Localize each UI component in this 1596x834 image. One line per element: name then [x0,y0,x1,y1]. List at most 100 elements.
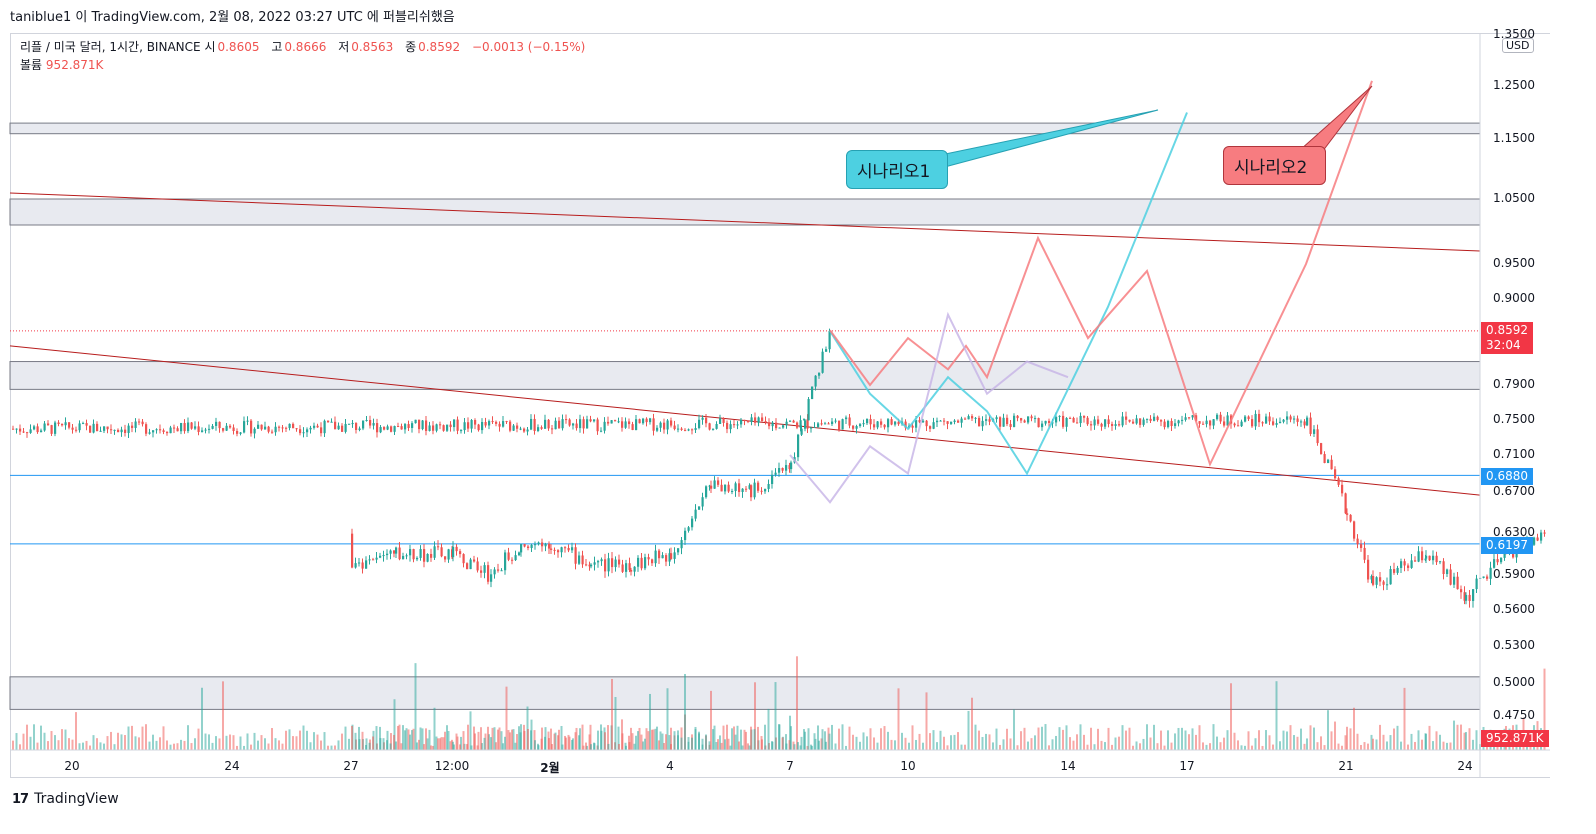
volume-bar [1323,745,1326,750]
candle-body [68,422,71,428]
candle-body [474,420,477,425]
candle-body [537,427,540,432]
candle-body [330,421,333,423]
candle-body [453,419,456,428]
volume-bar [1002,739,1005,750]
volume-bar [1097,728,1099,750]
candle-body [187,422,190,432]
volume-bar [495,742,497,750]
candle-body [633,566,636,572]
volume-bar [1468,728,1471,750]
candle-body [625,563,628,572]
candle-body [807,399,810,421]
volume-bar [1375,739,1378,750]
volume-bar [1286,731,1288,750]
candle-body [1009,424,1012,427]
candle-body [750,485,753,498]
candle-body [368,559,371,561]
candle-body [887,419,890,428]
candle-body [792,420,795,423]
candle-body [1146,418,1149,420]
candle-body [386,553,389,556]
scenario2-callout[interactable]: 시나리오2 [1223,146,1326,185]
currency-button[interactable]: USD [1502,38,1534,53]
candle-body [1212,419,1215,426]
volume-bar [504,736,506,750]
volume-bar [78,743,81,750]
volume-bar [1058,727,1061,750]
volume-bar [82,742,84,750]
volume-bar [473,726,475,750]
scenario1-callout[interactable]: 시나리오1 [846,150,948,189]
candle-body [1226,415,1229,426]
price-tick-label: 0.9500 [1493,256,1535,270]
volume-bar [530,719,533,750]
volume-bar [811,745,813,750]
high-value: 0.8666 [284,40,327,54]
volume-bar [859,741,861,750]
volume-bar [1261,745,1264,750]
candle-body [246,420,249,422]
footer-brand[interactable]: 17 TradingView [12,791,119,807]
price-tick-label: 0.5900 [1493,567,1535,581]
candle-body [708,485,711,487]
candle-body [1543,532,1546,534]
chart-pane[interactable] [10,33,1550,778]
candle-body [1432,555,1435,561]
candle-body [838,420,841,430]
volume-bar [698,733,700,750]
candle-body [162,430,165,432]
volume-bar [361,731,364,750]
candle-body [444,556,447,560]
volume-bar [455,733,458,750]
volume-bar [1360,744,1362,750]
candle-body [365,420,368,422]
candle-body [1296,418,1299,422]
volume-bar [821,729,824,750]
volume-bar [574,732,577,750]
volume-bar [435,736,438,750]
volume-bar [1279,741,1281,750]
candle-body [257,424,260,429]
candle-body [1282,419,1285,422]
volume-bar [950,735,952,750]
candle-body [423,549,426,562]
candle-body [208,428,211,430]
candle-body [1205,420,1208,425]
volume-bar [988,734,991,750]
volume-bar [796,656,798,750]
candle-body [1439,561,1442,563]
candle-body [624,421,627,428]
volume-bar [467,724,469,750]
volume-bar [127,726,130,750]
last-price-tag: 0.8592 32:04 [1481,322,1533,354]
candle-body [194,426,197,429]
candle-body [520,544,523,553]
volume-bar [964,744,966,750]
volume-bar [1334,721,1336,750]
volume-bar [747,743,749,750]
volume-bar [26,724,28,750]
volume-bar [729,745,732,750]
volume-bar [341,733,343,750]
candle-body [419,549,422,558]
candle-body [85,423,88,426]
candle-body [603,421,606,431]
sr-zone-1 [9,198,1481,226]
candle-body [1382,581,1385,585]
volume-bar [557,735,559,750]
candle-body [821,351,824,373]
candle-body [96,423,99,432]
candle-body [649,418,652,423]
symbol-legend: 리플 / 미국 달러, 1시간, BINANCE 시 0.8605 고 0.8666… [20,38,585,74]
candle-body [152,430,155,433]
scenario2-label: 시나리오2 [1234,158,1308,178]
candle-body [47,423,50,426]
price-tick-label: 1.3500 [1493,27,1535,41]
volume-bar [661,733,664,750]
volume-bar [393,699,396,750]
candle-body [1149,418,1152,421]
candle-body [953,420,956,422]
candle-body [785,465,788,471]
